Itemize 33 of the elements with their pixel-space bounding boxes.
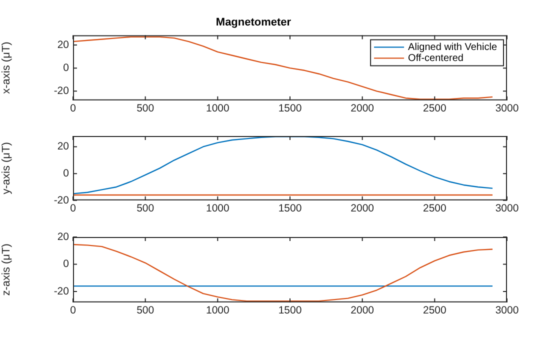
y-tick-label: 0 — [63, 62, 70, 74]
x-tick-label: 500 — [136, 202, 154, 215]
y-tick-label: 0 — [63, 167, 70, 180]
x-tick-label: 1500 — [278, 202, 302, 215]
y-axis-title: z-axis (μT) — [0, 244, 13, 296]
x-tick-label: 2000 — [350, 202, 374, 215]
x-tick-label: 3000 — [495, 102, 519, 115]
legend-label: Aligned with Vehicle — [408, 42, 498, 53]
x-tick-label: 500 — [136, 304, 154, 317]
x-tick-label: 500 — [136, 102, 154, 115]
y-tick-label: 20 — [57, 38, 70, 51]
x-tick-label: 1000 — [206, 304, 230, 317]
x-tick-label: 2500 — [422, 202, 447, 215]
y-tick-label: -20 — [54, 85, 70, 98]
x-tick-label: 2500 — [422, 102, 447, 115]
x-tick-label: 3000 — [495, 202, 519, 215]
x-tick-label: 3000 — [495, 304, 519, 317]
y-axis-title: y-axis (μT) — [0, 142, 13, 194]
x-tick-label: 2000 — [350, 304, 374, 317]
y-tick-label: -20 — [54, 194, 70, 206]
y-tick-label: 20 — [57, 140, 70, 153]
y-tick-label: 0 — [63, 258, 70, 270]
legend-label: Off-centered — [408, 52, 464, 64]
chart-title: Magnetometer — [216, 16, 292, 29]
y-tick-label: 20 — [57, 230, 70, 243]
y-axis-title: x-axis (μT) — [0, 42, 13, 94]
x-tick-label: 1000 — [206, 202, 230, 215]
y-tick-label: -20 — [54, 285, 70, 298]
x-tick-label: 2500 — [422, 304, 447, 317]
x-tick-label: 1500 — [278, 304, 302, 317]
x-tick-label: 2000 — [350, 102, 374, 115]
x-tick-label: 1500 — [278, 102, 302, 115]
x-tick-label: 1000 — [206, 102, 230, 115]
